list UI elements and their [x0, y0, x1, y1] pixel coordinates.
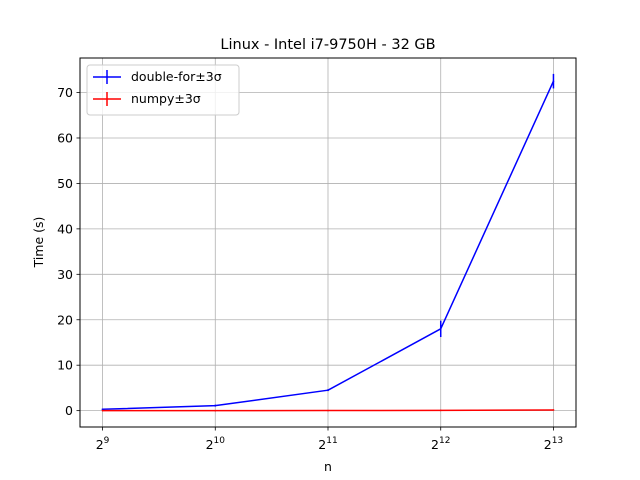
x-tick-label: 213 [544, 436, 563, 452]
data-point [439, 409, 442, 412]
y-tick-label: 30 [57, 267, 73, 282]
data-point [101, 408, 104, 411]
x-tick-label: 211 [318, 436, 337, 452]
y-tick-label: 70 [57, 85, 73, 100]
data-point [101, 409, 104, 412]
x-axis-label: n [324, 459, 332, 474]
legend-label: double-for±3σ [131, 69, 222, 84]
y-tick-label: 50 [57, 176, 73, 191]
data-point [214, 409, 217, 412]
legend-box [86, 64, 240, 116]
data-point [327, 409, 329, 412]
y-tick-label: 60 [57, 130, 73, 145]
series-double-for [101, 73, 555, 411]
x-tick-label: 210 [206, 436, 226, 452]
x-axis-ticks: 29 210 211 212 213 [96, 427, 563, 452]
y-tick-label: 10 [57, 358, 73, 373]
data-point [214, 404, 217, 407]
series-layer [101, 73, 555, 412]
y-tick-label: 40 [57, 221, 73, 236]
chart-title: Linux - Intel i7-9750H - 32 GB [220, 37, 435, 53]
data-point [552, 409, 555, 411]
y-tick-label: 20 [57, 312, 73, 327]
y-axis-label: Time (s) [31, 217, 46, 269]
x-tick-label: 212 [431, 436, 450, 452]
y-tick-label: 0 [65, 403, 73, 418]
legend: double-for±3σ numpy±3σ [86, 64, 240, 116]
data-point [552, 80, 555, 82]
y-axis-ticks: 0 10 20 30 40 50 60 70 [57, 85, 80, 418]
legend-label: numpy±3σ [131, 91, 201, 106]
legend-entry-double-for: double-for±3σ [93, 69, 222, 84]
series-numpy [101, 409, 555, 412]
legend-entry-numpy: numpy±3σ [93, 91, 201, 106]
data-point [327, 389, 329, 391]
data-point [439, 328, 442, 330]
grid [80, 58, 576, 427]
x-tick-label: 29 [96, 436, 110, 452]
